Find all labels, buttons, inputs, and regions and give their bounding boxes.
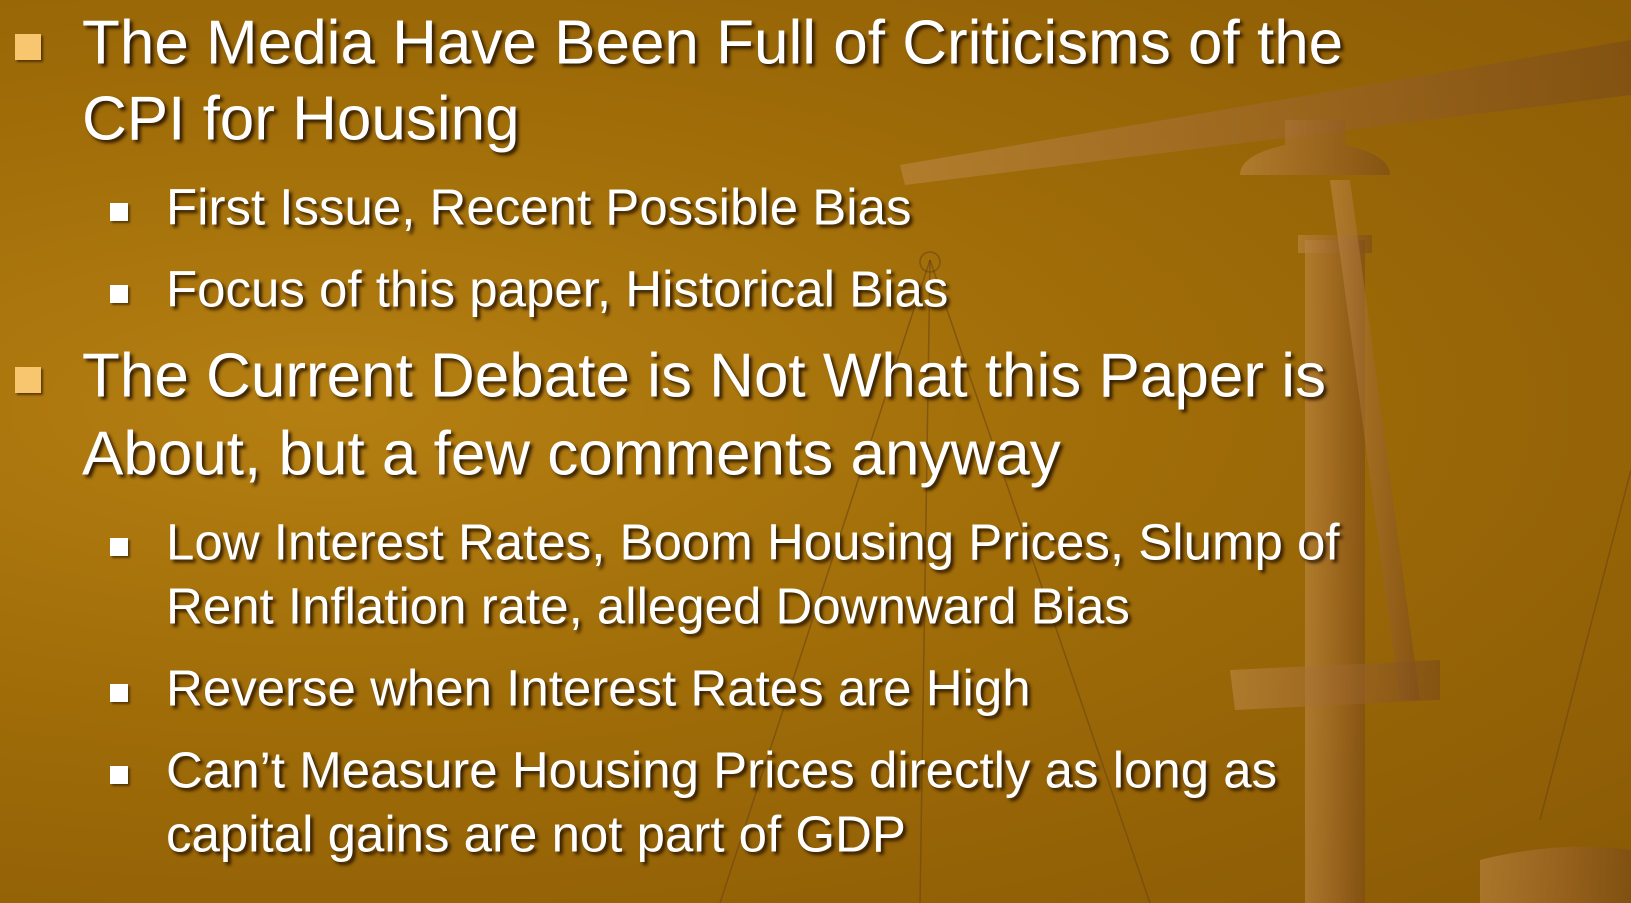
bullet-text: The Current Debate is Not What this Pape… <box>82 341 1326 411</box>
bullet-text: About, but a few comments anyway <box>82 419 1061 489</box>
bullet <box>15 34 41 60</box>
sub-bullet-text: First Issue, Recent Possible Bias <box>166 178 912 236</box>
sub-bullet <box>110 538 128 556</box>
bullet <box>15 367 41 393</box>
sub-bullet-text: Rent Inflation rate, alleged Downward Bi… <box>166 577 1130 635</box>
sub-bullet <box>110 285 128 303</box>
sub-bullet-text: Focus of this paper, Historical Bias <box>166 260 949 318</box>
bullet-text: CPI for Housing <box>82 84 520 154</box>
sub-bullet-text: Low Interest Rates, Boom Housing Prices,… <box>166 513 1340 571</box>
sub-bullet-text: Reverse when Interest Rates are High <box>166 659 1031 717</box>
sub-bullet-text: Can’t Measure Housing Prices directly as… <box>166 741 1278 799</box>
sub-bullet <box>110 203 128 221</box>
sub-bullet <box>110 766 128 784</box>
sub-bullet-text: capital gains are not part of GDP <box>166 805 906 863</box>
bullet-text: The Media Have Been Full of Criticisms o… <box>82 8 1344 78</box>
sub-bullet <box>110 684 128 702</box>
